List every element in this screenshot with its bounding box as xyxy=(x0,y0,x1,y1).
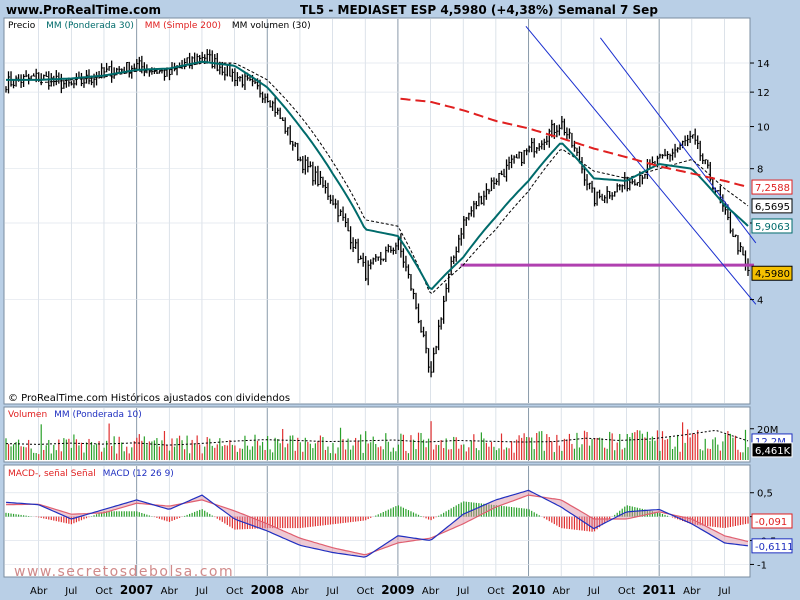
x-tick-label: Oct xyxy=(618,586,635,597)
chart-title: TL5 - MEDIASET ESP 4,5980 (+4,38%) Seman… xyxy=(300,3,658,17)
watermark: www.secretosdebolsa.com xyxy=(14,564,234,580)
legend-macd: MACD-, señal Señal MACD (12 26 9) xyxy=(8,469,174,479)
price-badge-label: 7,2588 xyxy=(755,183,790,194)
x-tick-label: 2010 xyxy=(512,583,545,597)
price-panel xyxy=(3,17,751,405)
x-tick-label: Jul xyxy=(587,586,600,597)
macd-badge-label: -0,091 xyxy=(755,517,787,528)
series-senal xyxy=(5,494,749,556)
price-badge-label: 5,9063 xyxy=(755,222,790,233)
x-tick-label: Abr xyxy=(291,586,309,597)
legend-price: Precio MM (Ponderada 30) MM (Simple 200)… xyxy=(8,21,311,31)
x-tick-label: Abr xyxy=(553,586,571,597)
volume-badge-box xyxy=(751,442,793,458)
x-tick-label: Abr xyxy=(422,586,440,597)
x-tick-label: Abr xyxy=(683,586,701,597)
chart-header: www.ProRealTime.com TL5 - MEDIASET ESP 4… xyxy=(0,0,800,18)
macd-grid xyxy=(5,466,749,576)
time-axis: Abr Jul Oct 2007 Abr Jul Oct 2008 Abr Jul Oct 2009 A… xyxy=(30,583,731,597)
macd-signal-fill xyxy=(6,490,748,558)
macd-badge-label: -0,6111 xyxy=(755,542,794,553)
macd-panel xyxy=(3,464,751,578)
x-tick-label: Oct xyxy=(226,586,243,597)
macd-badge-box xyxy=(751,538,793,554)
y-tick-label: 12 xyxy=(757,88,770,99)
x-tick-label: Oct xyxy=(487,586,504,597)
volume-panel xyxy=(3,406,751,463)
y-tick-label: 10 xyxy=(757,123,770,134)
legend-volume-ma-label: MM (Ponderada 10) xyxy=(54,410,142,420)
price-badge-box xyxy=(751,218,793,234)
price-badge-label: 6,5695 xyxy=(755,202,790,213)
x-tick-label: Oct xyxy=(357,586,374,597)
x-tick-label: Abr xyxy=(30,586,48,597)
volume-axis: 20M12,2M6,461K xyxy=(750,425,793,458)
series-macd xyxy=(5,489,749,558)
y-tick-label: -1 xyxy=(757,560,767,571)
legend-signal-label: MACD-, señal Señal xyxy=(8,469,96,479)
price-badge-box xyxy=(751,265,793,281)
y-tick-label: 20M xyxy=(757,425,778,436)
x-tick-label: Jul xyxy=(195,586,208,597)
legend-volma-label: MM volumen (30) xyxy=(232,21,311,31)
price-marks xyxy=(5,26,757,378)
macd-marks xyxy=(5,489,749,558)
macd-badge-box xyxy=(751,513,793,529)
legend-sma200-label: MM (Simple 200) xyxy=(145,21,221,31)
copyright-note: © ProRealTime.com Históricos ajustados c… xyxy=(8,392,290,404)
site-name: www.ProRealTime.com xyxy=(6,3,161,17)
x-tick-label: Abr xyxy=(161,586,179,597)
price-badge-label: 4,5980 xyxy=(755,269,790,280)
price-badge-box xyxy=(751,179,793,195)
x-tick-label: 2007 xyxy=(120,583,153,597)
y-tick-label: 0,5 xyxy=(757,489,773,500)
price-badge-box xyxy=(751,198,793,214)
volume-badge-label: 6,461K xyxy=(755,446,791,457)
y-tick-label: 8 xyxy=(757,165,763,176)
legend-wma30-label: MM (Ponderada 30) xyxy=(46,21,134,31)
x-tick-label: Jul xyxy=(64,586,77,597)
trend-channel-line xyxy=(525,26,757,305)
legend-price-label: Precio xyxy=(8,21,36,31)
y-tick-label: 14 xyxy=(757,59,770,70)
x-tick-label: 2008 xyxy=(251,583,284,597)
macd-axis: 0,50-0,5-1-0,091-0,6111 xyxy=(750,489,794,571)
legend-volume: Volumen MM (Ponderada 10) xyxy=(8,410,142,420)
x-tick-label: Jul xyxy=(456,586,469,597)
series-mm-ponderada-30 xyxy=(6,60,749,291)
legend-volume-label: Volumen xyxy=(8,410,47,420)
x-tick-label: Jul xyxy=(717,586,730,597)
x-tick-label: 2009 xyxy=(381,583,414,597)
x-tick-label: 2011 xyxy=(642,583,675,597)
x-tick-label: Oct xyxy=(95,586,112,597)
y-tick-label: 4 xyxy=(757,296,763,307)
volume-marks xyxy=(5,421,749,460)
x-tick-label: Jul xyxy=(326,586,339,597)
legend-macd-label: MACD (12 26 9) xyxy=(103,469,174,479)
